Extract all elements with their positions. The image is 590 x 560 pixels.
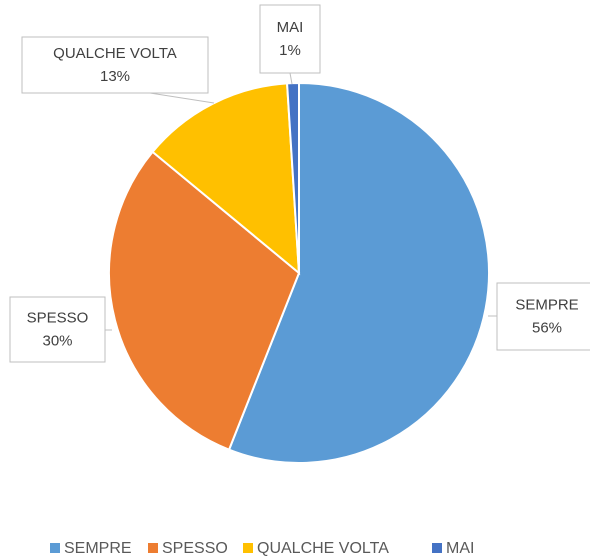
data-label-name: QUALCHE VOLTA [53,45,177,62]
leader-line [289,72,293,85]
data-label-name: MAI [277,19,304,36]
pie-slice [108,150,301,451]
legend-label: QUALCHE VOLTA [257,540,389,557]
label-box [259,4,321,74]
legend-swatch [50,543,60,553]
pie-slice [286,81,300,274]
data-label-value: 13% [100,68,130,85]
label-box [496,282,590,351]
label-box [21,36,209,94]
data-label-value: 56% [532,319,562,336]
legend-swatch [432,543,442,553]
pie-slice [227,81,490,464]
legend-swatch [243,543,253,553]
label-box [9,296,106,363]
data-label-name: SEMPRE [515,296,578,313]
data-label-value: 30% [42,332,72,349]
legend-label: SPESSO [162,540,228,557]
legend-label: SEMPRE [64,540,132,557]
legend-swatch [148,543,158,553]
data-label-value: 1% [279,42,301,59]
data-label-name: SPESSO [27,309,89,326]
leader-line [149,92,215,104]
legend-label: MAI [446,540,474,557]
pie-slice [151,82,301,276]
